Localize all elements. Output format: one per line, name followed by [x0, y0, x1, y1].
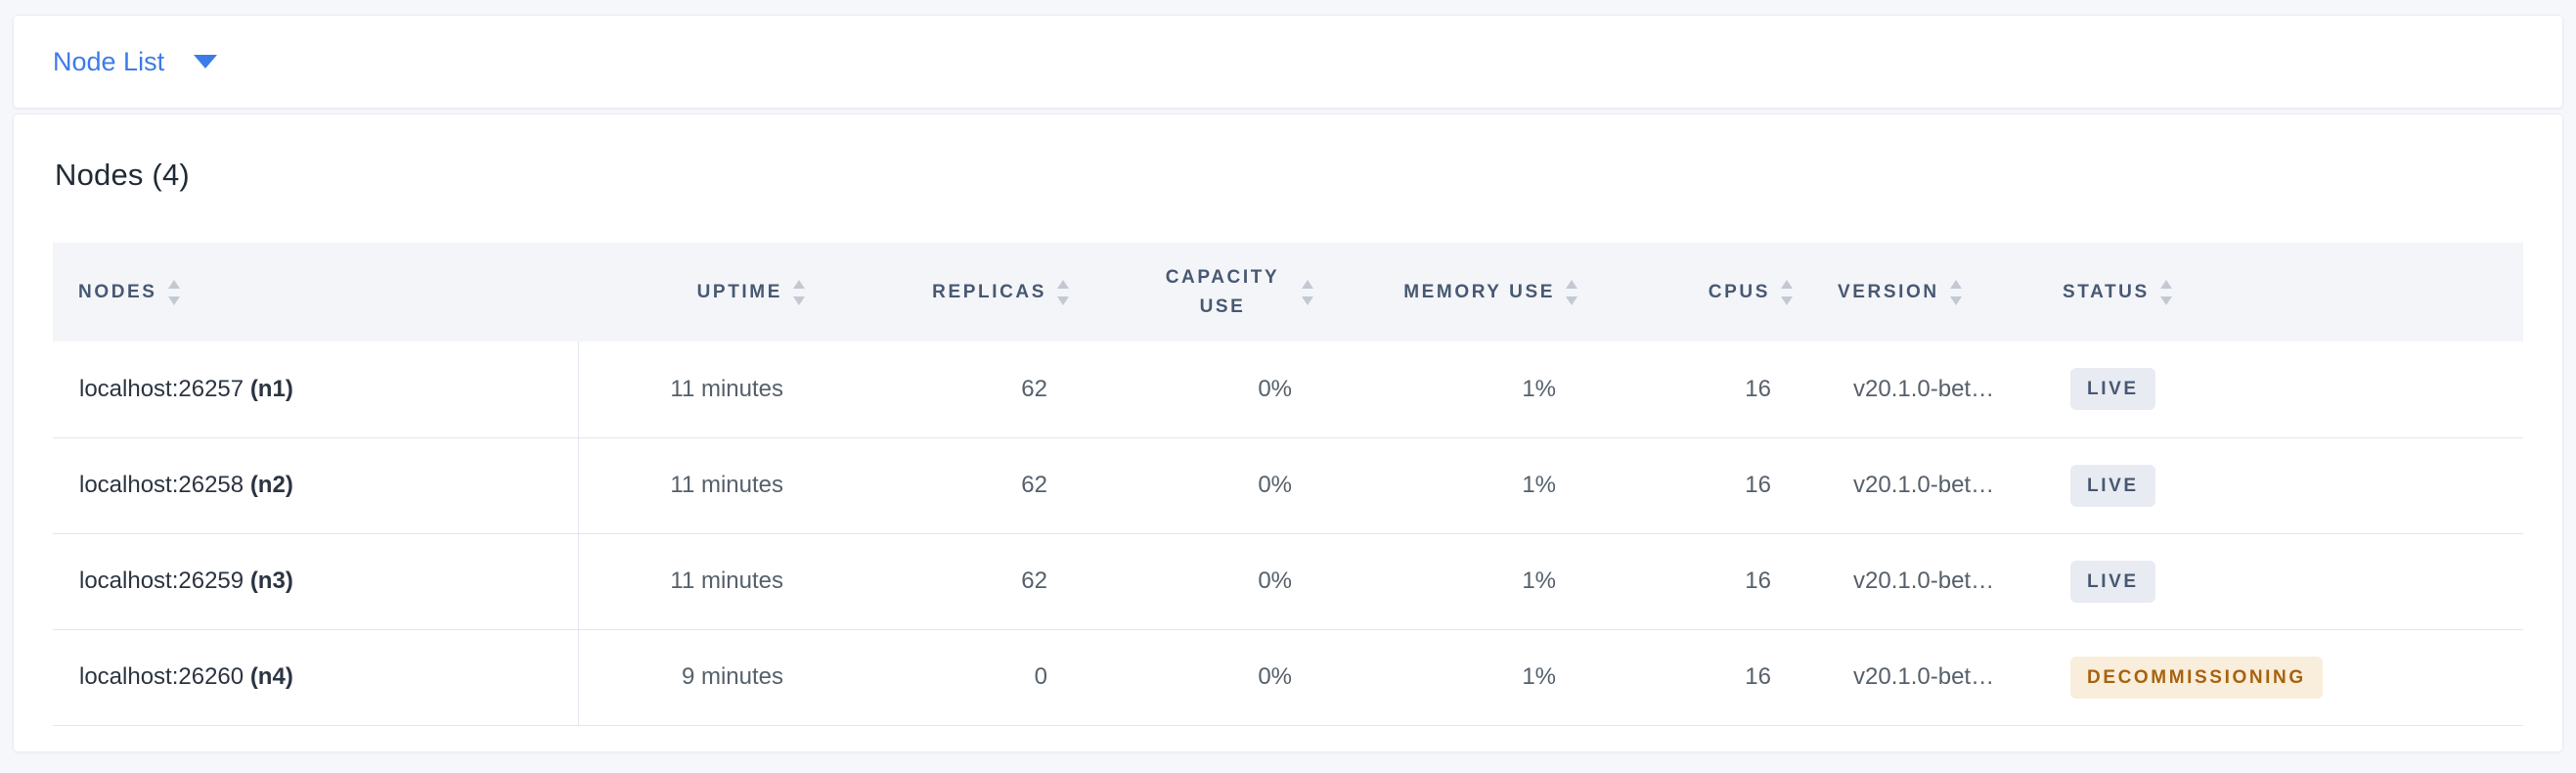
sort-icon [1564, 279, 1579, 306]
nodes-table: NODES UPTIME REPLICAS [53, 243, 2523, 726]
status-cell: LIVE [2035, 533, 2523, 630]
replicas-cell: 62 [822, 341, 1087, 438]
memory-use-cell: 1% [1331, 533, 1595, 630]
status-badge: LIVE [2070, 368, 2155, 411]
node-address-cell[interactable]: localhost:26259 (n3) [53, 533, 579, 630]
memory-use-cell: 1% [1331, 629, 1595, 726]
version-cell: v20.1.0-bet… [1810, 533, 2035, 630]
panel-title: Nodes (4) [55, 158, 190, 192]
capacity-use-cell: 0% [1087, 629, 1331, 726]
node-id: (n1) [249, 375, 293, 402]
column-header-replicas[interactable]: REPLICAS [822, 243, 1087, 341]
replicas-cell: 0 [822, 629, 1087, 726]
column-header-memory-use[interactable]: MEMORY USE [1331, 243, 1595, 341]
sort-icon [2158, 279, 2174, 306]
node-address: localhost:26257 [79, 375, 244, 402]
cpus-cell: 16 [1595, 629, 1810, 726]
version-cell: v20.1.0-bet… [1810, 341, 2035, 438]
table-row: localhost:26257 (n1) 11 minutes 62 0% 1%… [53, 341, 2523, 438]
table-row: localhost:26258 (n2) 11 minutes 62 0% 1%… [53, 437, 2523, 534]
sort-icon [166, 279, 182, 306]
column-header-capacity-use[interactable]: CAPACITY USE [1087, 243, 1331, 341]
node-list-dropdown[interactable]: Node List [53, 46, 218, 77]
node-address: localhost:26258 [79, 472, 244, 498]
capacity-use-cell: 0% [1087, 341, 1331, 438]
replicas-cell: 62 [822, 437, 1087, 534]
status-cell: LIVE [2035, 341, 2523, 438]
node-list-dropdown-label: Node List [53, 46, 165, 76]
node-address-cell[interactable]: localhost:26257 (n1) [53, 341, 579, 438]
chevron-down-icon [194, 55, 218, 68]
memory-use-cell: 1% [1331, 437, 1595, 534]
sort-icon [1300, 279, 1315, 306]
uptime-cell: 11 minutes [578, 533, 822, 630]
cpus-cell: 16 [1595, 533, 1810, 630]
status-badge: LIVE [2070, 464, 2155, 507]
table-header-row: NODES UPTIME REPLICAS [53, 243, 2523, 341]
uptime-cell: 11 minutes [578, 341, 822, 438]
node-address: localhost:26260 [79, 663, 244, 690]
sort-icon [791, 279, 807, 306]
uptime-cell: 11 minutes [578, 437, 822, 534]
replicas-cell: 62 [822, 533, 1087, 630]
cpus-cell: 16 [1595, 437, 1810, 534]
cpus-cell: 16 [1595, 341, 1810, 438]
status-cell: LIVE [2035, 437, 2523, 534]
column-header-uptime[interactable]: UPTIME [578, 243, 822, 341]
table-row: localhost:26260 (n4) 9 minutes 0 0% 1% 1… [53, 629, 2523, 726]
column-header-nodes[interactable]: NODES [53, 243, 578, 341]
node-address-cell[interactable]: localhost:26260 (n4) [53, 629, 579, 726]
sort-icon [1948, 279, 1964, 306]
uptime-cell: 9 minutes [578, 629, 822, 726]
capacity-use-cell: 0% [1087, 533, 1331, 630]
node-id: (n3) [249, 568, 293, 594]
version-cell: v20.1.0-bet… [1810, 629, 2035, 726]
status-cell: DECOMMISSIONING [2035, 629, 2523, 726]
sort-icon [1055, 279, 1071, 306]
status-badge: LIVE [2070, 560, 2155, 603]
sort-icon [1779, 279, 1795, 306]
column-header-status[interactable]: STATUS [2035, 243, 2523, 341]
node-id: (n2) [249, 472, 293, 498]
capacity-use-cell: 0% [1087, 437, 1331, 534]
node-id: (n4) [249, 663, 293, 690]
node-address-cell[interactable]: localhost:26258 (n2) [53, 437, 579, 534]
column-header-version[interactable]: VERSION [1810, 243, 2035, 341]
memory-use-cell: 1% [1331, 341, 1595, 438]
view-selector-bar: Node List [13, 15, 2563, 109]
nodes-panel: Nodes (4) NODES UPTIME [13, 114, 2563, 752]
column-header-cpus[interactable]: CPUS [1595, 243, 1810, 341]
status-badge: DECOMMISSIONING [2070, 656, 2323, 699]
node-address: localhost:26259 [79, 568, 244, 594]
table-row: localhost:26259 (n3) 11 minutes 62 0% 1%… [53, 533, 2523, 630]
version-cell: v20.1.0-bet… [1810, 437, 2035, 534]
